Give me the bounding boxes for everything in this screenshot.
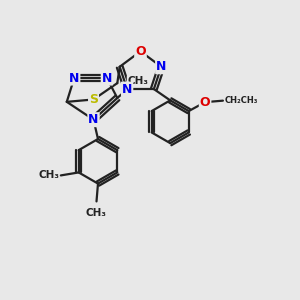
- Text: O: O: [135, 45, 146, 58]
- Text: N: N: [156, 60, 166, 73]
- Text: CH₃: CH₃: [86, 208, 107, 218]
- Text: CH₂CH₃: CH₂CH₃: [224, 96, 258, 105]
- Text: N: N: [69, 72, 80, 85]
- Text: O: O: [200, 96, 210, 109]
- Text: S: S: [89, 93, 98, 106]
- Text: CH₃: CH₃: [38, 170, 59, 180]
- Text: N: N: [102, 72, 112, 85]
- Text: N: N: [88, 113, 99, 126]
- Text: N: N: [122, 82, 132, 96]
- Text: CH₃: CH₃: [128, 76, 148, 86]
